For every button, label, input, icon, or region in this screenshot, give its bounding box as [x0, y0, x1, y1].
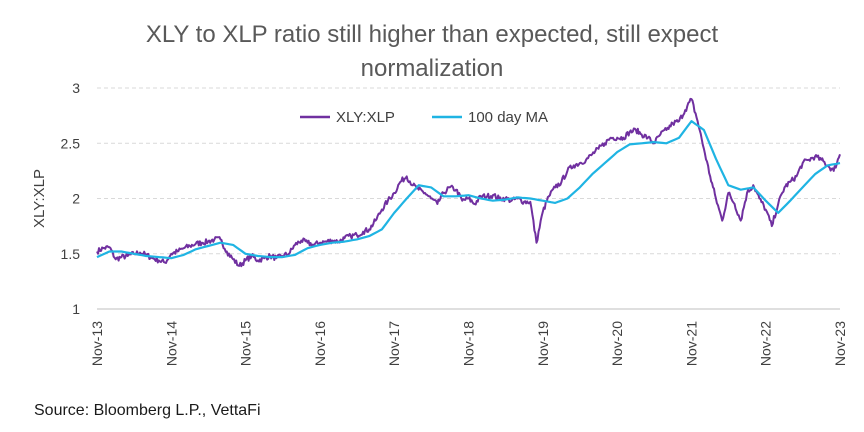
x-tick-label-6: Nov-19 [535, 321, 551, 366]
x-tick-label-2: Nov-15 [238, 321, 254, 366]
chart-title-line1: XLY to XLP ratio still higher than expec… [145, 21, 719, 48]
y-tick-label-1: 1.5 [61, 246, 81, 262]
chart-title-line2: normalization [360, 55, 504, 82]
y-tick-label-4: 3 [72, 80, 80, 96]
x-tick-label-8: Nov-21 [683, 321, 699, 366]
line-chart: 1 1.5 2 2.5 3 Nov-13 Nov-14 Nov-15 Nov-16 Nov-17 N… [31, 80, 848, 366]
source-note: Source: Bloomberg L.P., VettaFi [34, 402, 261, 419]
y-tick-label-3: 2.5 [61, 135, 81, 151]
legend-label-100-day-ma: 100 day MA [468, 109, 548, 126]
y-tick-label-2: 2 [72, 191, 80, 207]
x-tick-label-1: Nov-14 [163, 321, 179, 366]
series-line-100-day-ma [96, 120, 841, 260]
x-tick-label-10: Nov-23 [832, 321, 848, 366]
x-tick-label-9: Nov-22 [758, 321, 774, 366]
x-tick-label-0: Nov-13 [89, 321, 105, 366]
legend-label-xly-xlp: XLY:XLP [336, 109, 395, 126]
x-tick-label-5: Nov-18 [461, 321, 477, 366]
y-axis-label: XLY:XLP [31, 169, 48, 228]
chart-title: XLY to XLP ratio still higher than expec… [0, 18, 864, 86]
y-tick-label-0: 1 [72, 301, 80, 317]
x-tick-label-3: Nov-16 [312, 321, 328, 366]
x-tick-label-4: Nov-17 [386, 321, 402, 366]
x-tick-label-7: Nov-20 [609, 321, 625, 366]
series-line-xly-xlp [96, 97, 841, 268]
